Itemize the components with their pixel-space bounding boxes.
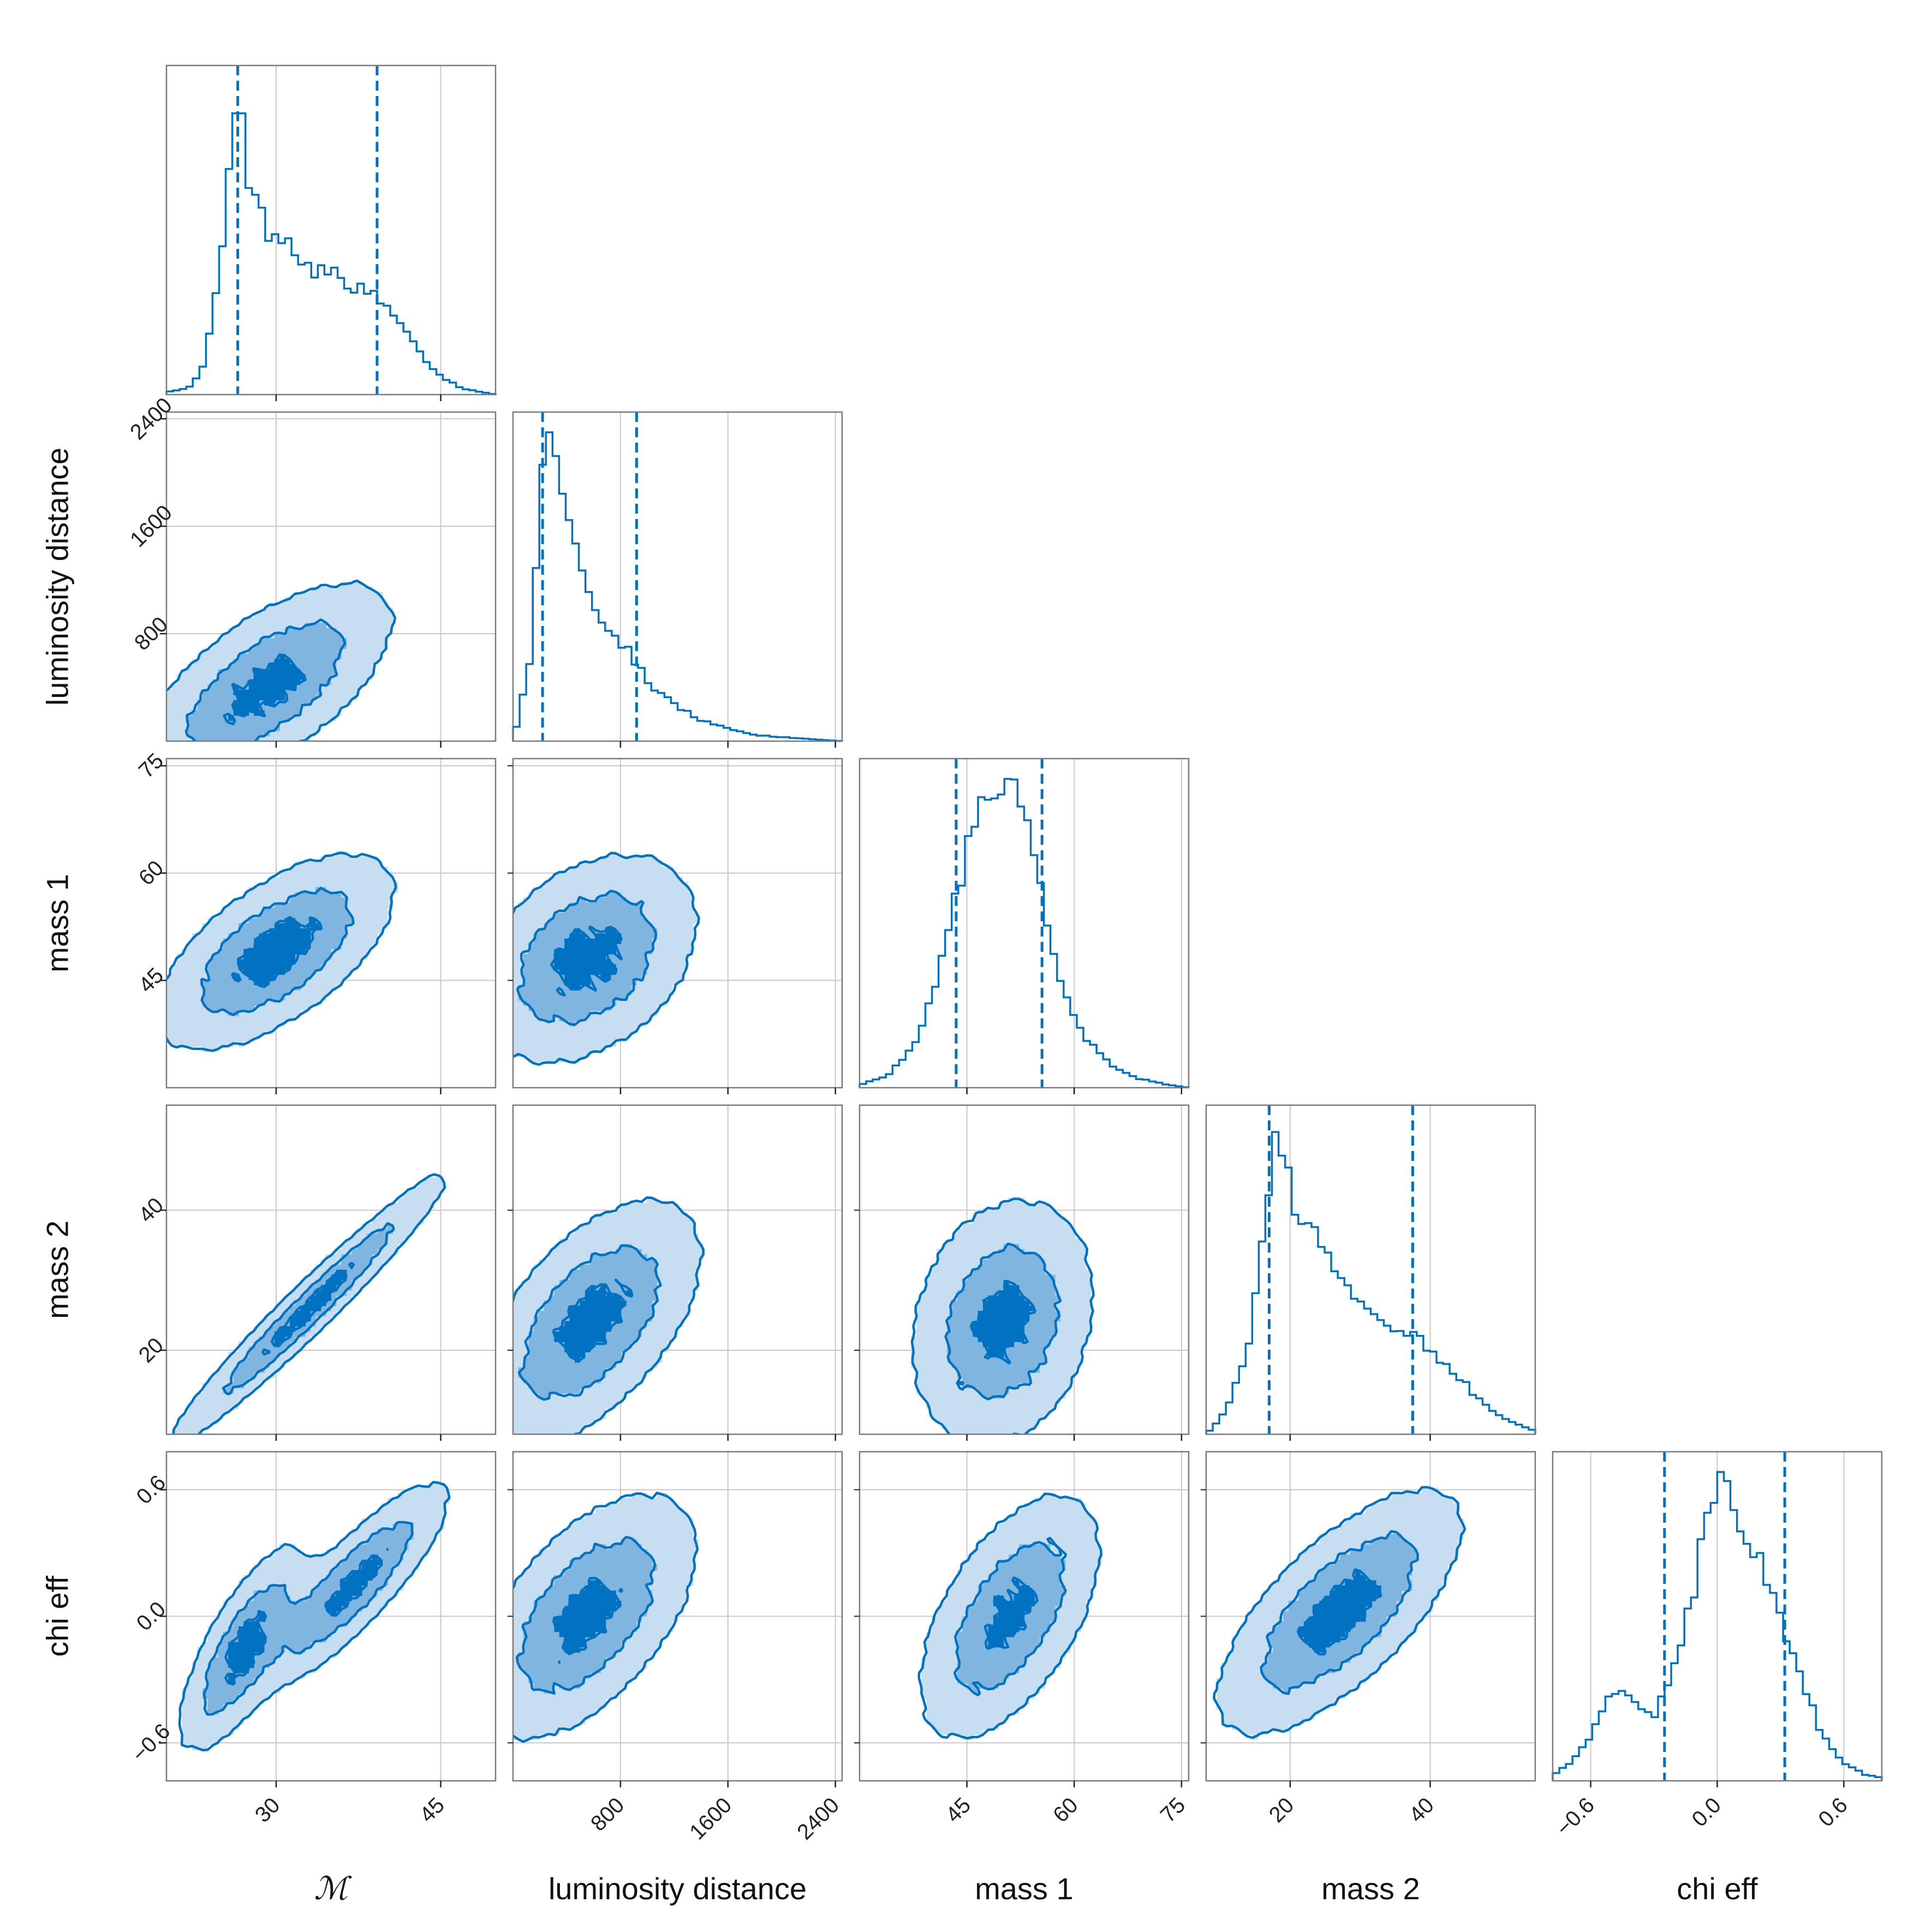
contour-line-0 [166,579,397,741]
histogram-M [165,112,497,395]
x-tick-label: 20 [1265,1793,1299,1827]
y-axis-label-mass_1: mass 1 [40,874,75,973]
contour-line-1 [222,1222,395,1396]
contour-line-0 [513,1492,699,1743]
contour-line-2 [983,1576,1039,1650]
contour-line-1 [516,890,658,1027]
contour-line-1 [202,1520,414,1716]
contour-line-0 [172,1173,446,1434]
y-tick-label: 20 [134,1333,169,1368]
hist-panel-mass_2 [1205,1104,1536,1435]
contour-fill-2 [274,1269,347,1347]
x-tick-label: 45 [941,1793,976,1827]
histogram-chi_eff [1552,1471,1883,1781]
contour-line-0 [513,851,700,1066]
contour-fill-2 [233,918,321,986]
contour-panel-M-mass_2 [165,1104,497,1435]
x-tick-label: 30 [251,1793,285,1827]
hist-panel-luminosity_distance [512,411,843,742]
panel-background [1206,1105,1535,1434]
x-axis-label-mass_2: mass 2 [1321,1871,1420,1906]
contour-line-2 [223,653,307,725]
contour-panel-mass_1-mass_2 [858,1104,1190,1435]
contour-fill-2 [228,1554,383,1684]
x-axis-label-mass_1: mass 1 [975,1871,1074,1906]
contour-line-1 [517,1244,662,1401]
histogram-mass_2 [1205,1131,1536,1434]
x-tick-label: 2400 [792,1793,844,1844]
x-axis-label-chi_eff: chi eff [1677,1871,1758,1906]
contour-line-1 [953,1536,1068,1697]
contour-line-2 [552,1577,624,1664]
histogram-mass_1 [858,778,1190,1088]
contour-panel-luminosity_distance-mass_1 [512,758,843,1089]
contour-line-0 [1213,1486,1466,1739]
contour-panel-M-luminosity_distance [165,411,497,742]
x-tick-label: 75 [1156,1793,1190,1827]
x-tick-label: 40 [1405,1793,1439,1827]
contour-line-2 [1297,1568,1382,1656]
y-axis-label-luminosity_distance: luminosity distance [40,448,75,706]
panel-frame [165,1104,497,1435]
x-axis-label-luminosity_distance: luminosity distance [548,1871,807,1906]
x-tick-label: 800 [586,1793,629,1835]
y-tick-label: 0.6 [132,1470,170,1508]
contour-panel-mass_2-chi_eff [1205,1451,1536,1782]
panel-frame [512,411,843,742]
contour-fill-2 [554,1285,632,1363]
contour-fill-2 [228,653,306,721]
panel-frame [858,1104,1190,1435]
contour-line-0 [917,1492,1103,1740]
histogram-luminosity_distance [512,431,843,742]
y-tick-label: 40 [134,1193,169,1227]
panel-frame [165,64,497,396]
contour-panel-mass_1-chi_eff [858,1451,1190,1782]
x-tick-label: 60 [1048,1793,1083,1827]
contour-panel-M-chi_eff [165,1451,497,1782]
hist-panel-M [165,64,497,396]
x-tick-label: 0.6 [1814,1793,1852,1831]
y-axis-label-chi_eff: chi eff [40,1576,75,1657]
y-tick-label: 60 [134,856,169,890]
x-tick-label: 45 [415,1793,449,1827]
x-tick-label: 1600 [685,1793,736,1844]
contour-panel-luminosity_distance-mass_2 [512,1104,843,1435]
contour-line-2 [224,1548,389,1686]
contour-line-1 [1260,1530,1420,1695]
panel-frame [165,758,497,1089]
contour-line-1 [944,1242,1062,1400]
panel-frame [512,758,843,1089]
panel-background [513,412,842,741]
panel-frame [858,758,1190,1089]
contour-line-0 [166,851,397,1052]
y-axis-label-mass_2: mass 2 [40,1220,75,1319]
contour-panel-luminosity_distance-chi_eff [512,1451,843,1782]
y-tick-label: 45 [134,963,169,998]
contour-line-1 [515,1536,657,1695]
contour-fill-2 [554,928,622,991]
hist-panel-mass_1 [858,758,1190,1089]
contour-line-2 [231,916,323,988]
contour-line-0 [178,1481,451,1751]
contour-line-2 [550,925,623,997]
panel-frame [165,411,497,742]
contour-line-2 [969,1280,1036,1365]
x-tick-label: 0.0 [1687,1793,1726,1831]
contour-line-0 [910,1197,1095,1434]
y-tick-label: 0.0 [132,1597,170,1635]
contour-line-2 [261,1261,355,1356]
contour-line-2 [552,1278,634,1362]
panel-background [166,65,496,395]
contour-panel-M-mass_1 [165,758,497,1089]
panel-frame [512,1104,843,1435]
contour-line-1 [200,886,355,1016]
contour-line-1 [184,618,347,741]
x-tick-label: −0.6 [1552,1793,1599,1840]
contour-line-0 [513,1196,705,1434]
panel-frame [1205,1104,1536,1435]
hist-panel-chi_eff [1552,1451,1883,1782]
x-axis-label-M: ℳ [314,1870,352,1907]
y-tick-label: 75 [134,749,169,783]
